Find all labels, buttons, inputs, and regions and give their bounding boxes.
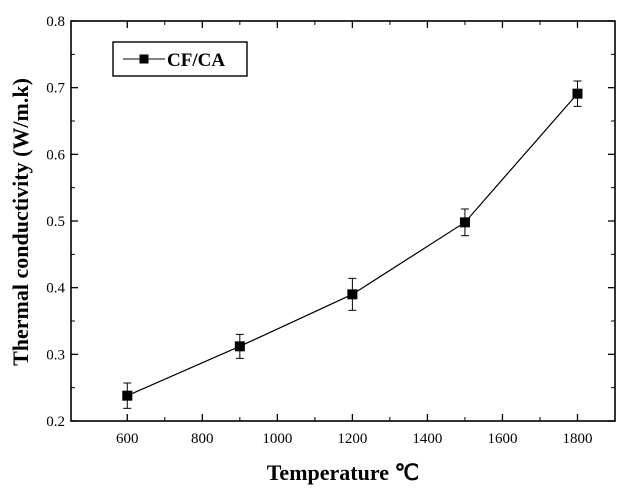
y-tick-label: 0.7	[46, 81, 65, 97]
data-point	[234, 341, 245, 352]
y-tick-label: 0.3	[46, 347, 65, 363]
y-tick-label: 0.2	[46, 414, 65, 430]
plot-frame	[70, 20, 616, 422]
data-point	[347, 289, 358, 300]
x-tick-label: 1200	[337, 431, 367, 447]
x-tick-label: 1400	[412, 431, 442, 447]
y-tick-label: 0.5	[46, 214, 65, 230]
y-axis-title: Thermal conductivity (W/m.k)	[8, 78, 33, 366]
x-axis-title: Temperature ℃	[267, 460, 419, 485]
legend-label: CF/CA	[167, 50, 225, 71]
data-point	[459, 217, 470, 228]
x-tick-label: 800	[191, 431, 214, 447]
legend-box	[112, 41, 248, 77]
y-tick-label: 0.4	[46, 281, 65, 297]
tick-labels: 600 800 1000 1200 1400 1600 1800 0.2 0.3 0.4 0.5 0.…	[46, 14, 592, 447]
x-tick-label: 1600	[487, 431, 517, 447]
y-tick-label: 0.6	[46, 147, 65, 163]
series-line	[127, 93, 578, 397]
data-point	[122, 390, 133, 401]
legend-marker-symbol	[139, 54, 149, 64]
x-tick-label: 1000	[262, 431, 292, 447]
y-tick-label: 0.8	[46, 14, 65, 30]
axis-ticks	[71, 20, 615, 422]
x-tick-label: 600	[116, 431, 139, 447]
legend: CF/CA	[112, 41, 248, 77]
series-layer	[122, 80, 583, 409]
data-point	[572, 88, 583, 99]
x-tick-label: 1800	[562, 431, 592, 447]
